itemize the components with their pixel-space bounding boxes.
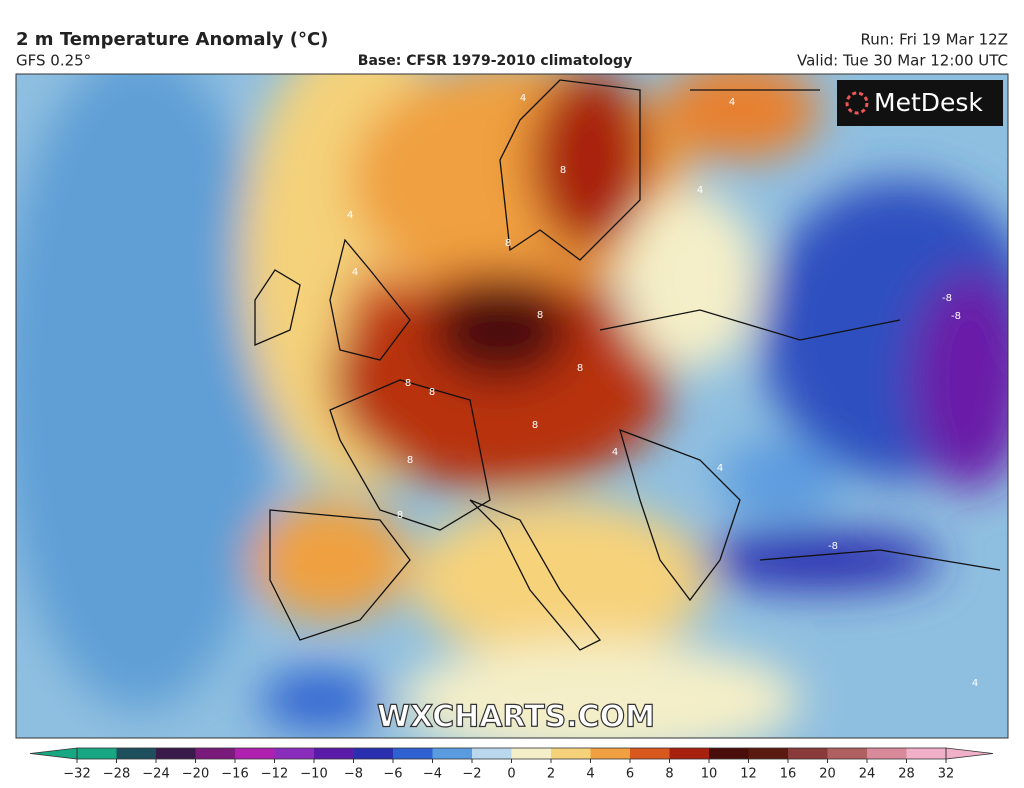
colorbar-tick-label: 20 (819, 767, 836, 782)
contour-label: 8 (405, 378, 411, 389)
colorbar-segment (195, 748, 236, 759)
map: MetDesk WXCHARTS.COM 4448448888888-8-844… (16, 74, 1008, 738)
contour-label: 4 (697, 185, 703, 196)
colorbar-segment (511, 748, 552, 759)
contour-label: 8 (407, 455, 413, 466)
contour-label: -8 (951, 311, 961, 322)
colorbar-arrow-low (29, 747, 78, 760)
colorbar-tick-label: 12 (740, 767, 757, 782)
colorbar-tick-label: 4 (586, 767, 594, 782)
colorbar-tick-label: 32 (938, 767, 955, 782)
base: Base: CFSR 1979-2010 climatology (358, 53, 632, 69)
colorbar-segment (827, 748, 868, 759)
colorbar-segment (77, 748, 117, 759)
colorbar-segment (353, 748, 394, 759)
colorbar-tick-label: 6 (626, 767, 634, 782)
colorbar-tick-label: 28 (898, 767, 915, 782)
colorbar-segment (314, 748, 354, 759)
run: Run: Fri 19 Mar 12Z (860, 31, 1008, 49)
contour-label: 8 (537, 310, 543, 321)
watermark: WXCHARTS.COM (377, 700, 655, 735)
contour-label: 8 (505, 238, 511, 249)
contour-label: 4 (520, 93, 526, 104)
colorbar-segment (551, 748, 591, 759)
colorbar-tick-label: −8 (344, 767, 363, 782)
colorbar-tick-label: −10 (300, 767, 327, 782)
contour-label: 8 (532, 420, 538, 431)
valid: Valid: Tue 30 Mar 12:00 UTC (797, 52, 1008, 70)
colorbar-segment (393, 748, 433, 759)
colorbar-tick-label: −24 (142, 767, 169, 782)
coastlines (254, 79, 1001, 651)
colorbar-tick-label: −4 (423, 767, 442, 782)
colorbar-segment (116, 748, 157, 759)
contour-label: 4 (352, 267, 358, 278)
colorbar-segment (472, 748, 512, 759)
contour-labels: 4 4 4 8 4 4 8 8 8 8 8 8 8 -8 -8 4 4 8 -8 4 (347, 93, 978, 689)
logo-icon (845, 91, 869, 115)
colorbar-segment (867, 748, 907, 759)
colorbar-tick-label: 0 (507, 767, 515, 782)
colorbar-tick-label: −12 (261, 767, 288, 782)
contour-label: 4 (612, 447, 618, 458)
title: 2 m Temperature Anomaly (°C) (16, 29, 328, 50)
contour-label: 8 (560, 165, 566, 176)
colorbar-segment (235, 748, 275, 759)
colorbar-tick-label: 16 (780, 767, 797, 782)
colorbar-segment (274, 748, 315, 759)
colorbar-tick-label: −32 (63, 767, 90, 782)
colorbar-segment (669, 748, 710, 759)
colorbar-tick-label: −28 (103, 767, 130, 782)
contour-label: -8 (828, 541, 838, 552)
colorbar-segment (156, 748, 196, 759)
colorbar-arrow-high (945, 747, 994, 760)
colorbar-segment (590, 748, 631, 759)
colorbar-segment (432, 748, 473, 759)
colorbar-tick-label: 8 (665, 767, 673, 782)
contour-label: 4 (729, 97, 735, 108)
colorbar-tick-label: −16 (221, 767, 248, 782)
contour-label: -8 (942, 293, 952, 304)
logo-box (837, 80, 1003, 126)
contour-label: 8 (429, 387, 435, 398)
colorbar-segment (748, 748, 789, 759)
colorbar-tick-label: −6 (383, 767, 402, 782)
colorbar-segment (709, 748, 749, 759)
colorbar-segment (906, 748, 947, 759)
contour-label: 8 (577, 363, 583, 374)
contour-label: 4 (347, 210, 353, 221)
colorbar-tick-label: −20 (182, 767, 209, 782)
colorbar-tick-label: 2 (547, 767, 555, 782)
map-frame (15, 73, 1009, 739)
colorbar-tick-label: 10 (701, 767, 718, 782)
contour-label: 4 (972, 678, 978, 689)
colorbar-segment (630, 748, 670, 759)
colorbar-tick-label: −2 (462, 767, 481, 782)
colorbar-tick-label: 24 (859, 767, 876, 782)
model: GFS 0.25° (16, 52, 91, 70)
contour-label: 8 (397, 510, 403, 521)
contour-label: 4 (717, 463, 723, 474)
colorbar-segment (788, 748, 828, 759)
colorbar: −32 −28 −24 −20 −16 −12 −10 −8 −6 −4 −2 0 2 4 6 8 10 12 16… (29, 747, 994, 782)
logo: MetDesk (874, 88, 983, 117)
